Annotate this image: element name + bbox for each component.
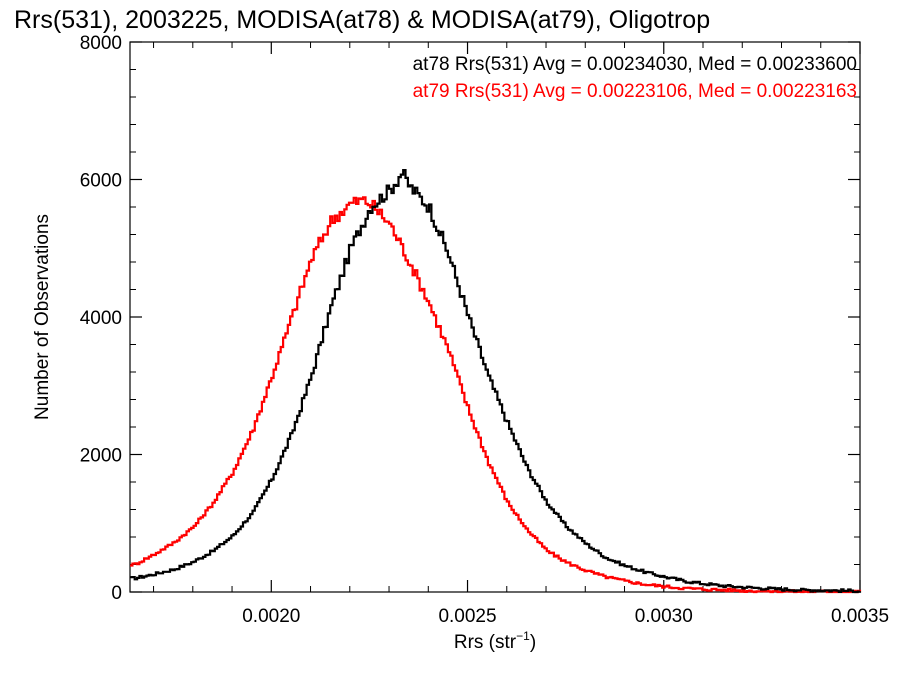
annotation-at79: at79 Rrs(531) Avg = 0.00223106, Med = 0.…	[413, 81, 857, 102]
chart-title: Rrs(531), 2003225, MODISA(at78) & MODISA…	[14, 6, 710, 34]
y-tick-label: 2000	[80, 446, 122, 467]
annotation-at78: at78 Rrs(531) Avg = 0.00234030, Med = 0.…	[413, 54, 857, 75]
x-axis-label-close: )	[530, 632, 536, 653]
x-tick-label: 0.0030	[635, 606, 693, 627]
x-axis-ticks: 0.0020 0.0025 0.0030 0.0035	[153, 42, 889, 627]
y-tick-label: 6000	[80, 171, 122, 192]
y-axis-ticks: 0 2000 4000 6000 8000	[80, 33, 860, 604]
y-axis-label: Number of Observations	[32, 214, 53, 420]
y-tick-label: 8000	[80, 33, 122, 54]
y-tick-label: 4000	[80, 308, 122, 329]
x-axis-label: Rrs (str−1)	[454, 629, 536, 653]
x-tick-label: 0.0020	[242, 606, 300, 627]
plot-frame	[129, 41, 861, 593]
x-axis-label-main: Rrs (str	[454, 632, 517, 653]
y-tick-label: 0	[111, 583, 122, 604]
x-tick-label: 0.0035	[831, 606, 889, 627]
x-axis-label-superscript: −1	[516, 629, 530, 643]
series-line-at78	[130, 169, 862, 594]
x-tick-label: 0.0025	[438, 606, 496, 627]
series-line-at79	[130, 196, 862, 594]
